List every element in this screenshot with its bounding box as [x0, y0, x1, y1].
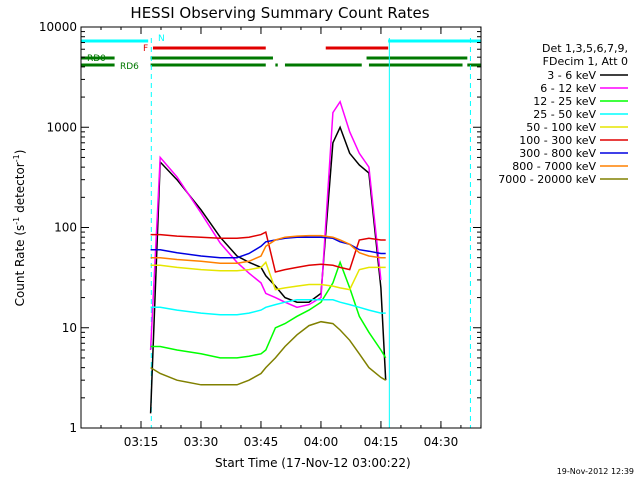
- footer-timestamp: 19-Nov-2012 12:39: [557, 467, 634, 476]
- legend-entry-label: 6 - 12 keV: [540, 82, 596, 95]
- y-axis-label-superscript-2: -1: [12, 154, 21, 162]
- series-line-800-7000-kev: [150, 234, 386, 264]
- legend-entry-label: 100 - 300 keV: [519, 134, 596, 147]
- x-axis-label: Start Time (17-Nov-12 03:00:22): [215, 456, 411, 470]
- flag-label-n: N: [158, 34, 165, 44]
- y-axis-label-main: Count Rate (s: [13, 225, 27, 307]
- x-tick-label: 04:30: [424, 435, 459, 449]
- x-tick-label: 03:45: [244, 435, 279, 449]
- series-line-25-50-kev: [150, 299, 386, 316]
- x-tick-label: 03:15: [124, 435, 159, 449]
- y-axis-label: Count Rate (s-1 detector-1): [12, 150, 27, 307]
- y-tick-label: 10: [62, 321, 77, 335]
- flag-label-rd0: RD0: [87, 54, 106, 64]
- legend-entry-label: 25 - 50 keV: [533, 108, 596, 121]
- y-tick-label: 1: [69, 421, 77, 435]
- flag-label-rd6: RD6: [120, 62, 139, 72]
- y-axis-label-end: ): [13, 150, 27, 155]
- chart-title: HESSI Observing Summary Count Rates: [130, 4, 429, 22]
- legend: Det 1,3,5,6,7,9, FDecim 1, Att 0 3 - 6 k…: [498, 42, 628, 186]
- y-tick-label: 100: [54, 221, 77, 235]
- y-axis-label-middle: detector: [13, 162, 27, 217]
- legend-entry-label: 3 - 6 keV: [547, 69, 596, 82]
- axes: 03:15 03:30 03:45 04:00 04:15 04:30 1 10 100 1000…: [39, 20, 482, 449]
- legend-header-line-2: FDecim 1, Att 0: [543, 55, 628, 68]
- series-line-50-100-kev: [150, 260, 386, 291]
- series-lines: [149, 99, 387, 414]
- legend-entry-label: 12 - 25 keV: [533, 95, 596, 108]
- series-line-300-800-kev: [150, 236, 386, 259]
- x-tick-label: 03:30: [184, 435, 219, 449]
- y-tick-label: 10000: [39, 20, 77, 34]
- series-line-7000-20000-kev: [150, 320, 387, 386]
- series-line-6-12-kev: [149, 99, 382, 351]
- flag-bars: NF RD0 RD6: [81, 34, 481, 72]
- x-tick-label: 04:15: [364, 435, 399, 449]
- legend-entry-label: 50 - 100 keV: [526, 121, 596, 134]
- x-tick-label: 04:00: [304, 435, 339, 449]
- flag-label-f: F: [143, 44, 148, 54]
- y-tick-label: 1000: [46, 120, 77, 134]
- series-line-3-6-kev: [149, 125, 387, 414]
- legend-header-line-1: Det 1,3,5,6,7,9,: [542, 42, 628, 55]
- y-axis-label-superscript-1: -1: [12, 217, 21, 225]
- legend-entry-label: 7000 - 20000 keV: [498, 173, 596, 186]
- legend-entry-label: 300 - 800 keV: [519, 147, 596, 160]
- legend-entry-label: 800 - 7000 keV: [512, 160, 596, 173]
